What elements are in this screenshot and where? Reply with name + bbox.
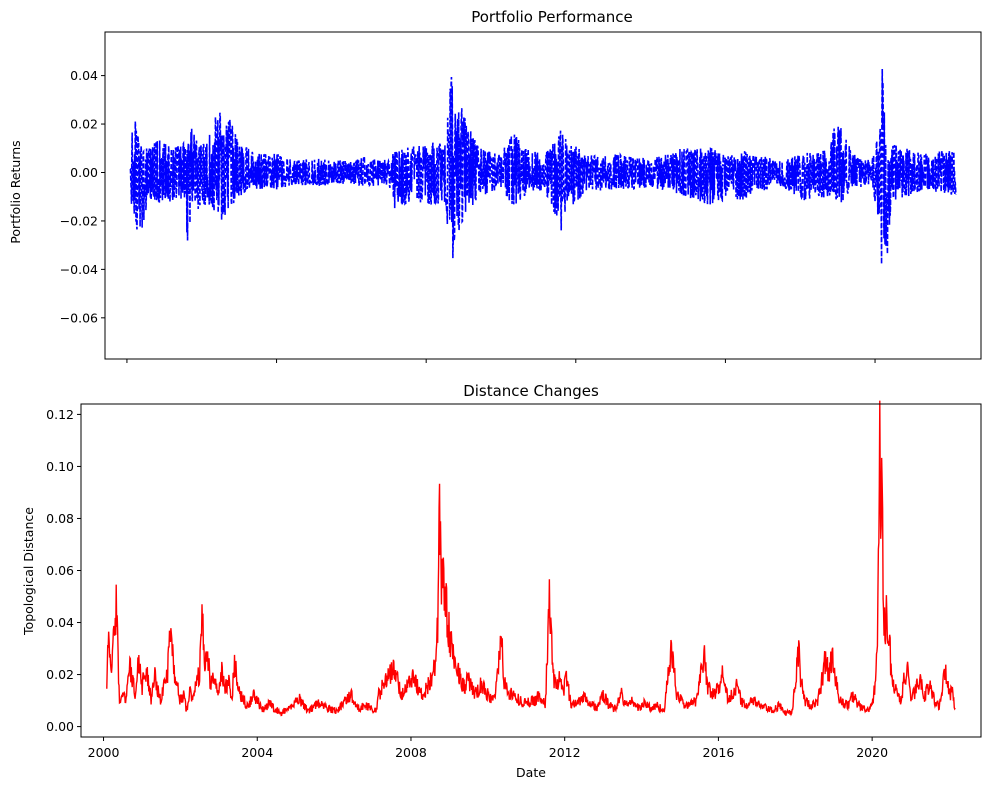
y-tick-label: 0.04: [70, 68, 98, 83]
axes-frame: [80, 403, 982, 738]
series-line: [129, 68, 957, 265]
x-axis-label: Date: [516, 765, 546, 780]
chart-title: Distance Changes: [463, 382, 599, 400]
plot-area: [129, 68, 957, 265]
x-tick-label: 2000: [88, 745, 120, 760]
x-tick-label: 2016: [703, 745, 735, 760]
y-axis-ticks: 0.04 0.02 0.00 −0.02 −0.04 −0.06: [60, 68, 105, 325]
y-axis-label: Portfolio Returns: [8, 140, 23, 243]
y-axis-label: Topological Distance: [21, 507, 36, 636]
y-tick-label: −0.04: [60, 262, 98, 277]
y-tick-label: 0.06: [46, 563, 74, 578]
portfolio-performance-panel: Portfolio Performance Portfolio Returns …: [8, 8, 982, 363]
axes-frame: [104, 31, 982, 360]
y-tick-label: 0.02: [46, 667, 74, 682]
plot-area: [106, 400, 956, 717]
x-axis-ticks: [126, 359, 876, 363]
y-tick-label: −0.06: [60, 310, 98, 325]
series-line: [106, 400, 956, 717]
y-tick-label: −0.02: [60, 213, 98, 228]
x-tick-label: 2020: [856, 745, 888, 760]
y-tick-label: 0.08: [46, 511, 74, 526]
y-tick-label: 0.00: [46, 719, 74, 734]
x-axis-ticks: 2000 2004 2008 2012 2016 2020: [88, 737, 888, 760]
x-tick-label: 2008: [395, 745, 427, 760]
x-tick-label: 2012: [549, 745, 581, 760]
chart-title: Portfolio Performance: [471, 8, 633, 26]
y-tick-label: 0.10: [46, 459, 74, 474]
y-axis-ticks: 0.00 0.02 0.04 0.06 0.08 0.10 0.12: [46, 407, 81, 734]
y-tick-label: 0.04: [46, 615, 74, 630]
y-tick-label: 0.02: [70, 117, 98, 132]
y-tick-label: 0.12: [46, 407, 74, 422]
x-tick-label: 2004: [241, 745, 273, 760]
distance-changes-panel: Distance Changes Topological Distance Da…: [21, 382, 982, 780]
y-tick-label: 0.00: [70, 165, 98, 180]
